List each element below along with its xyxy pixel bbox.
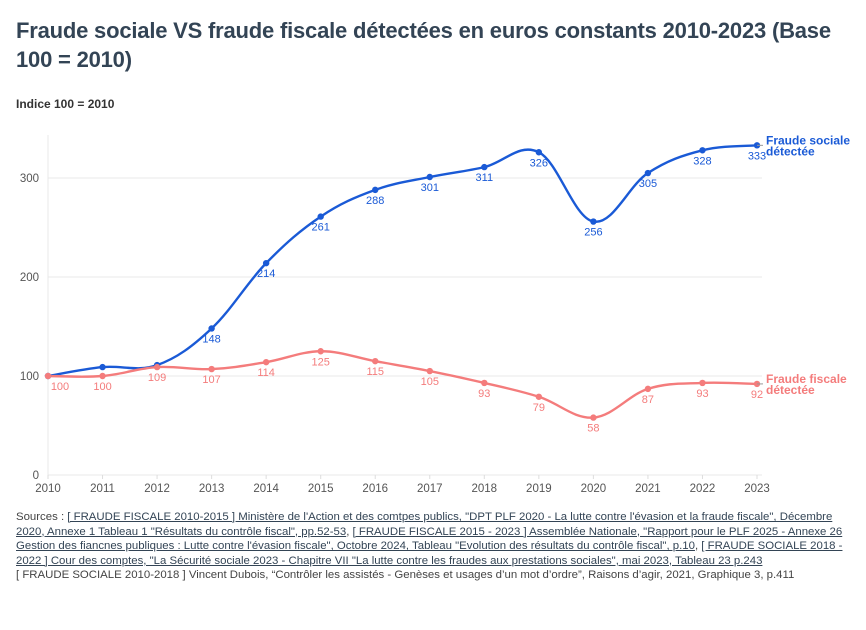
x-tick-label: 2014 <box>253 483 279 495</box>
data-label-fiscale: 125 <box>312 356 330 368</box>
data-label-fiscale: 105 <box>421 376 439 388</box>
data-point-sociale <box>317 213 324 220</box>
data-point-fiscale <box>481 379 488 387</box>
data-point-fiscale <box>153 363 161 371</box>
data-label-fiscale: 114 <box>257 367 275 379</box>
data-label-fiscale: 100 <box>51 381 69 393</box>
y-tick-label: 0 <box>33 470 39 482</box>
data-label-sociale: 261 <box>312 222 330 234</box>
legend-label-sociale: Fraude sociale <box>766 133 850 147</box>
data-points <box>44 142 761 421</box>
data-point-fiscale <box>317 348 324 355</box>
x-tick-label: 2013 <box>199 483 225 495</box>
data-label-sociale: 328 <box>693 155 711 167</box>
data-label-sociale: 256 <box>584 227 602 239</box>
legend-label-fiscale: détectée <box>766 383 815 397</box>
data-label-fiscale: 92 <box>751 389 763 401</box>
x-tick-label: 2015 <box>308 483 334 495</box>
y-tick-label: 200 <box>20 272 39 284</box>
data-label-sociale: 148 <box>202 333 220 345</box>
data-point-fiscale <box>262 358 270 366</box>
data-point-sociale <box>535 149 543 156</box>
data-label-sociale: 333 <box>748 150 766 162</box>
data-label-fiscale: 107 <box>202 374 220 386</box>
data-point-sociale <box>481 163 488 171</box>
data-point-fiscale <box>535 393 543 400</box>
data-point-sociale <box>262 259 270 267</box>
data-point-fiscale <box>590 414 597 421</box>
chart-title: Fraude sociale VS fraude fiscale détecté… <box>16 18 831 72</box>
series-line-fiscale <box>47 350 758 419</box>
sources-prefix: Sources : <box>16 511 68 523</box>
data-point-fiscale <box>208 365 215 373</box>
x-tick-label: 2023 <box>744 483 770 495</box>
x-tick-label: 2019 <box>526 483 552 495</box>
data-label-sociale: 214 <box>257 268 275 280</box>
x-tick-label: 2021 <box>635 483 661 495</box>
data-point-sociale <box>208 325 215 332</box>
source-link-fraude-fiscale-2015-2023[interactable]: [ FRAUDE FISCALE 2015 - 2023 ] Assemblée… <box>16 525 843 553</box>
x-tick-label: 2018 <box>472 483 498 495</box>
data-label-sociale: 288 <box>366 195 384 207</box>
data-label-fiscale: 93 <box>696 388 708 400</box>
data-label-fiscale: 93 <box>478 388 490 400</box>
source-fraude-sociale-2010-2018: [ FRAUDE SOCIALE 2010-2018 ] Vincent Dub… <box>16 569 795 582</box>
data-label-sociale: 311 <box>476 172 494 184</box>
legend-label-fiscale: Fraude fiscale <box>766 372 847 386</box>
data-label-fiscale: 115 <box>366 366 384 378</box>
y-axis-ticks: 0 100 200 300 <box>20 173 39 482</box>
data-label-fiscale: 100 <box>93 381 111 393</box>
sources-separator: , <box>694 540 702 553</box>
sources-separator: , <box>346 525 353 538</box>
data-label-fiscale: 87 <box>642 394 654 406</box>
data-point-sociale <box>590 218 597 225</box>
data-point-sociale <box>372 186 379 194</box>
data-point-sociale <box>644 169 652 177</box>
data-point-sociale <box>99 363 106 371</box>
data-point-sociale <box>699 147 706 154</box>
data-point-fiscale <box>644 385 652 393</box>
x-tick-label: 2016 <box>362 483 388 495</box>
data-point-fiscale <box>44 372 52 380</box>
series-line-sociale <box>47 144 758 378</box>
y-tick-label: 100 <box>20 371 39 383</box>
data-label-sociale: 326 <box>530 157 548 169</box>
data-point-sociale <box>426 173 433 181</box>
data-point-fiscale <box>99 372 106 380</box>
sources-note: Sources : [ FRAUDE FISCALE 2010-2015 ] M… <box>16 510 856 583</box>
data-label-sociale: 305 <box>639 178 657 190</box>
legend-label-sociale: détectée <box>766 144 815 158</box>
x-tick-label: 2010 <box>35 483 61 495</box>
source-link-fraude-fiscale-2010-2015[interactable]: [ FRAUDE FISCALE 2010-2015 ] Ministère d… <box>16 511 833 538</box>
data-label-fiscale: 79 <box>533 402 545 414</box>
x-axis-ticks: 2010 2011 2012 2013 2014 2015 2016 2017 2018 2019… <box>35 475 770 495</box>
series-lines <box>47 144 758 419</box>
data-point-fiscale <box>426 367 433 375</box>
y-tick-label: 300 <box>20 173 39 185</box>
data-point-fiscale <box>372 357 379 365</box>
x-tick-label: 2020 <box>581 483 607 495</box>
data-label-fiscale: 58 <box>587 423 599 435</box>
data-labels: 148 214 261 288 301 311 326 256 305 328 333 100 100 1… <box>51 150 766 434</box>
source-link-fraude-sociale-2018-2022[interactable]: [ FRAUDE SOCIALE 2018 - 2022 ] Cour des … <box>16 540 843 567</box>
x-tick-label: 2011 <box>90 483 115 495</box>
x-tick-label: 2012 <box>144 483 170 495</box>
x-tick-label: 2022 <box>690 483 716 495</box>
y-axis-title: Indice 100 = 2010 <box>16 97 115 111</box>
data-label-fiscale: 109 <box>148 372 166 384</box>
data-point-fiscale <box>699 379 706 387</box>
data-label-sociale: 301 <box>421 182 439 194</box>
x-tick-label: 2017 <box>417 483 443 495</box>
